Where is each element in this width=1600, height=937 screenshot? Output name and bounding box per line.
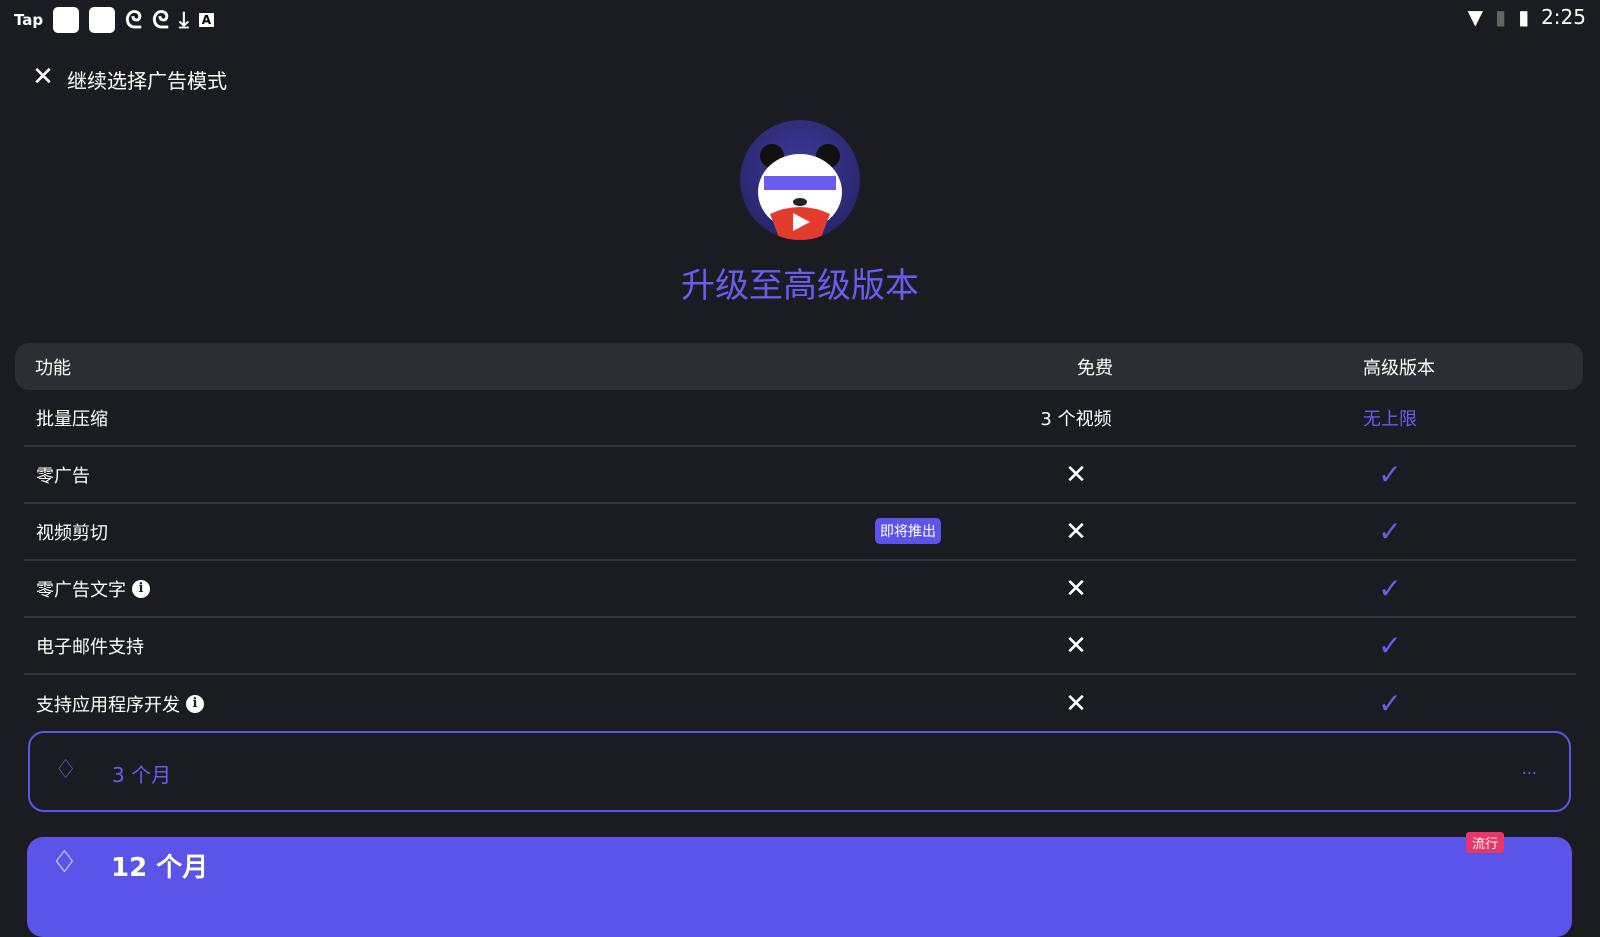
clock: 2:25 — [1541, 5, 1586, 29]
feature-name: 视频剪切 — [36, 522, 108, 544]
app-icon — [53, 7, 80, 33]
col-free: 免费 — [1077, 357, 1113, 379]
battery-charging-icon: ▮ — [1518, 5, 1530, 29]
table-row: 零广告文字 i ✕ ✓ — [24, 561, 1576, 618]
table-row: 电子邮件支持 ✕ ✓ — [24, 618, 1576, 675]
info-icon[interactable]: i — [132, 579, 150, 598]
feature-name: 电子邮件支持 — [36, 636, 144, 658]
app-icon — [89, 7, 116, 33]
cross-icon: ✕ — [1065, 459, 1087, 490]
font-icon: A — [198, 13, 215, 27]
check-icon: ✓ — [1378, 515, 1402, 548]
diamond-icon: ♢ — [51, 845, 78, 880]
cross-icon: ✕ — [1065, 630, 1087, 661]
col-feature: 功能 — [35, 357, 71, 379]
feature-name: 批量压缩 — [36, 408, 108, 430]
cross-icon: ✕ — [1065, 516, 1087, 547]
table-row: 视频剪切 即将推出 ✕ ✓ — [24, 504, 1576, 561]
table-row: 批量压缩 3 个视频 无上限 — [24, 390, 1576, 447]
bug-icon: ᘓ — [152, 6, 169, 34]
table-row: 支持应用程序开发 i ✕ ✓ — [24, 675, 1576, 732]
download-icon: ⤓ — [178, 7, 189, 33]
free-value: 3 个视频 — [1040, 408, 1112, 430]
close-icon[interactable]: ✕ — [32, 62, 54, 92]
check-icon: ✓ — [1378, 458, 1402, 491]
plan-12-months[interactable]: ♢ 12 个月 — [27, 837, 1572, 937]
cross-icon: ✕ — [1065, 688, 1087, 719]
panda-logo — [740, 120, 860, 240]
premium-value: 无上限 — [1363, 408, 1417, 430]
col-premium: 高级版本 — [1363, 357, 1435, 379]
table-row: 零广告 ✕ ✓ — [24, 447, 1576, 504]
feature-name: 支持应用程序开发 — [36, 694, 180, 716]
diamond-icon: ♢ — [54, 755, 78, 785]
check-icon: ✓ — [1378, 572, 1402, 605]
plan-label: 12 个月 — [111, 853, 209, 883]
tap-label: Tap — [14, 11, 44, 29]
wifi-icon: ▼ — [1467, 5, 1484, 29]
table-header: 功能 免费 高级版本 — [15, 343, 1583, 390]
popular-badge: 流行 — [1466, 832, 1505, 853]
feature-name: 零广告 — [36, 465, 90, 487]
cross-icon: ✕ — [1065, 573, 1087, 604]
feature-name: 零广告文字 — [36, 579, 126, 601]
no-sim-icon: ▮ — [1495, 5, 1507, 29]
check-icon: ✓ — [1378, 687, 1402, 720]
plan-3-months[interactable]: ♢ 3 个月 ... — [28, 731, 1571, 812]
continue-with-ads-link[interactable]: 继续选择广告模式 — [67, 69, 227, 93]
info-icon[interactable]: i — [186, 694, 204, 713]
status-bar: Tap ᘓ ᘓ ⤓ A ▼ ▮ ▮ 2:25 — [0, 0, 1600, 36]
coming-soon-badge: 即将推出 — [875, 518, 941, 544]
check-icon: ✓ — [1378, 629, 1402, 662]
page-title: 升级至高级版本 — [681, 266, 919, 306]
bug-icon: ᘓ — [125, 6, 143, 34]
plan-price-loading: ... — [1521, 759, 1537, 778]
plan-label: 3 个月 — [112, 763, 172, 787]
